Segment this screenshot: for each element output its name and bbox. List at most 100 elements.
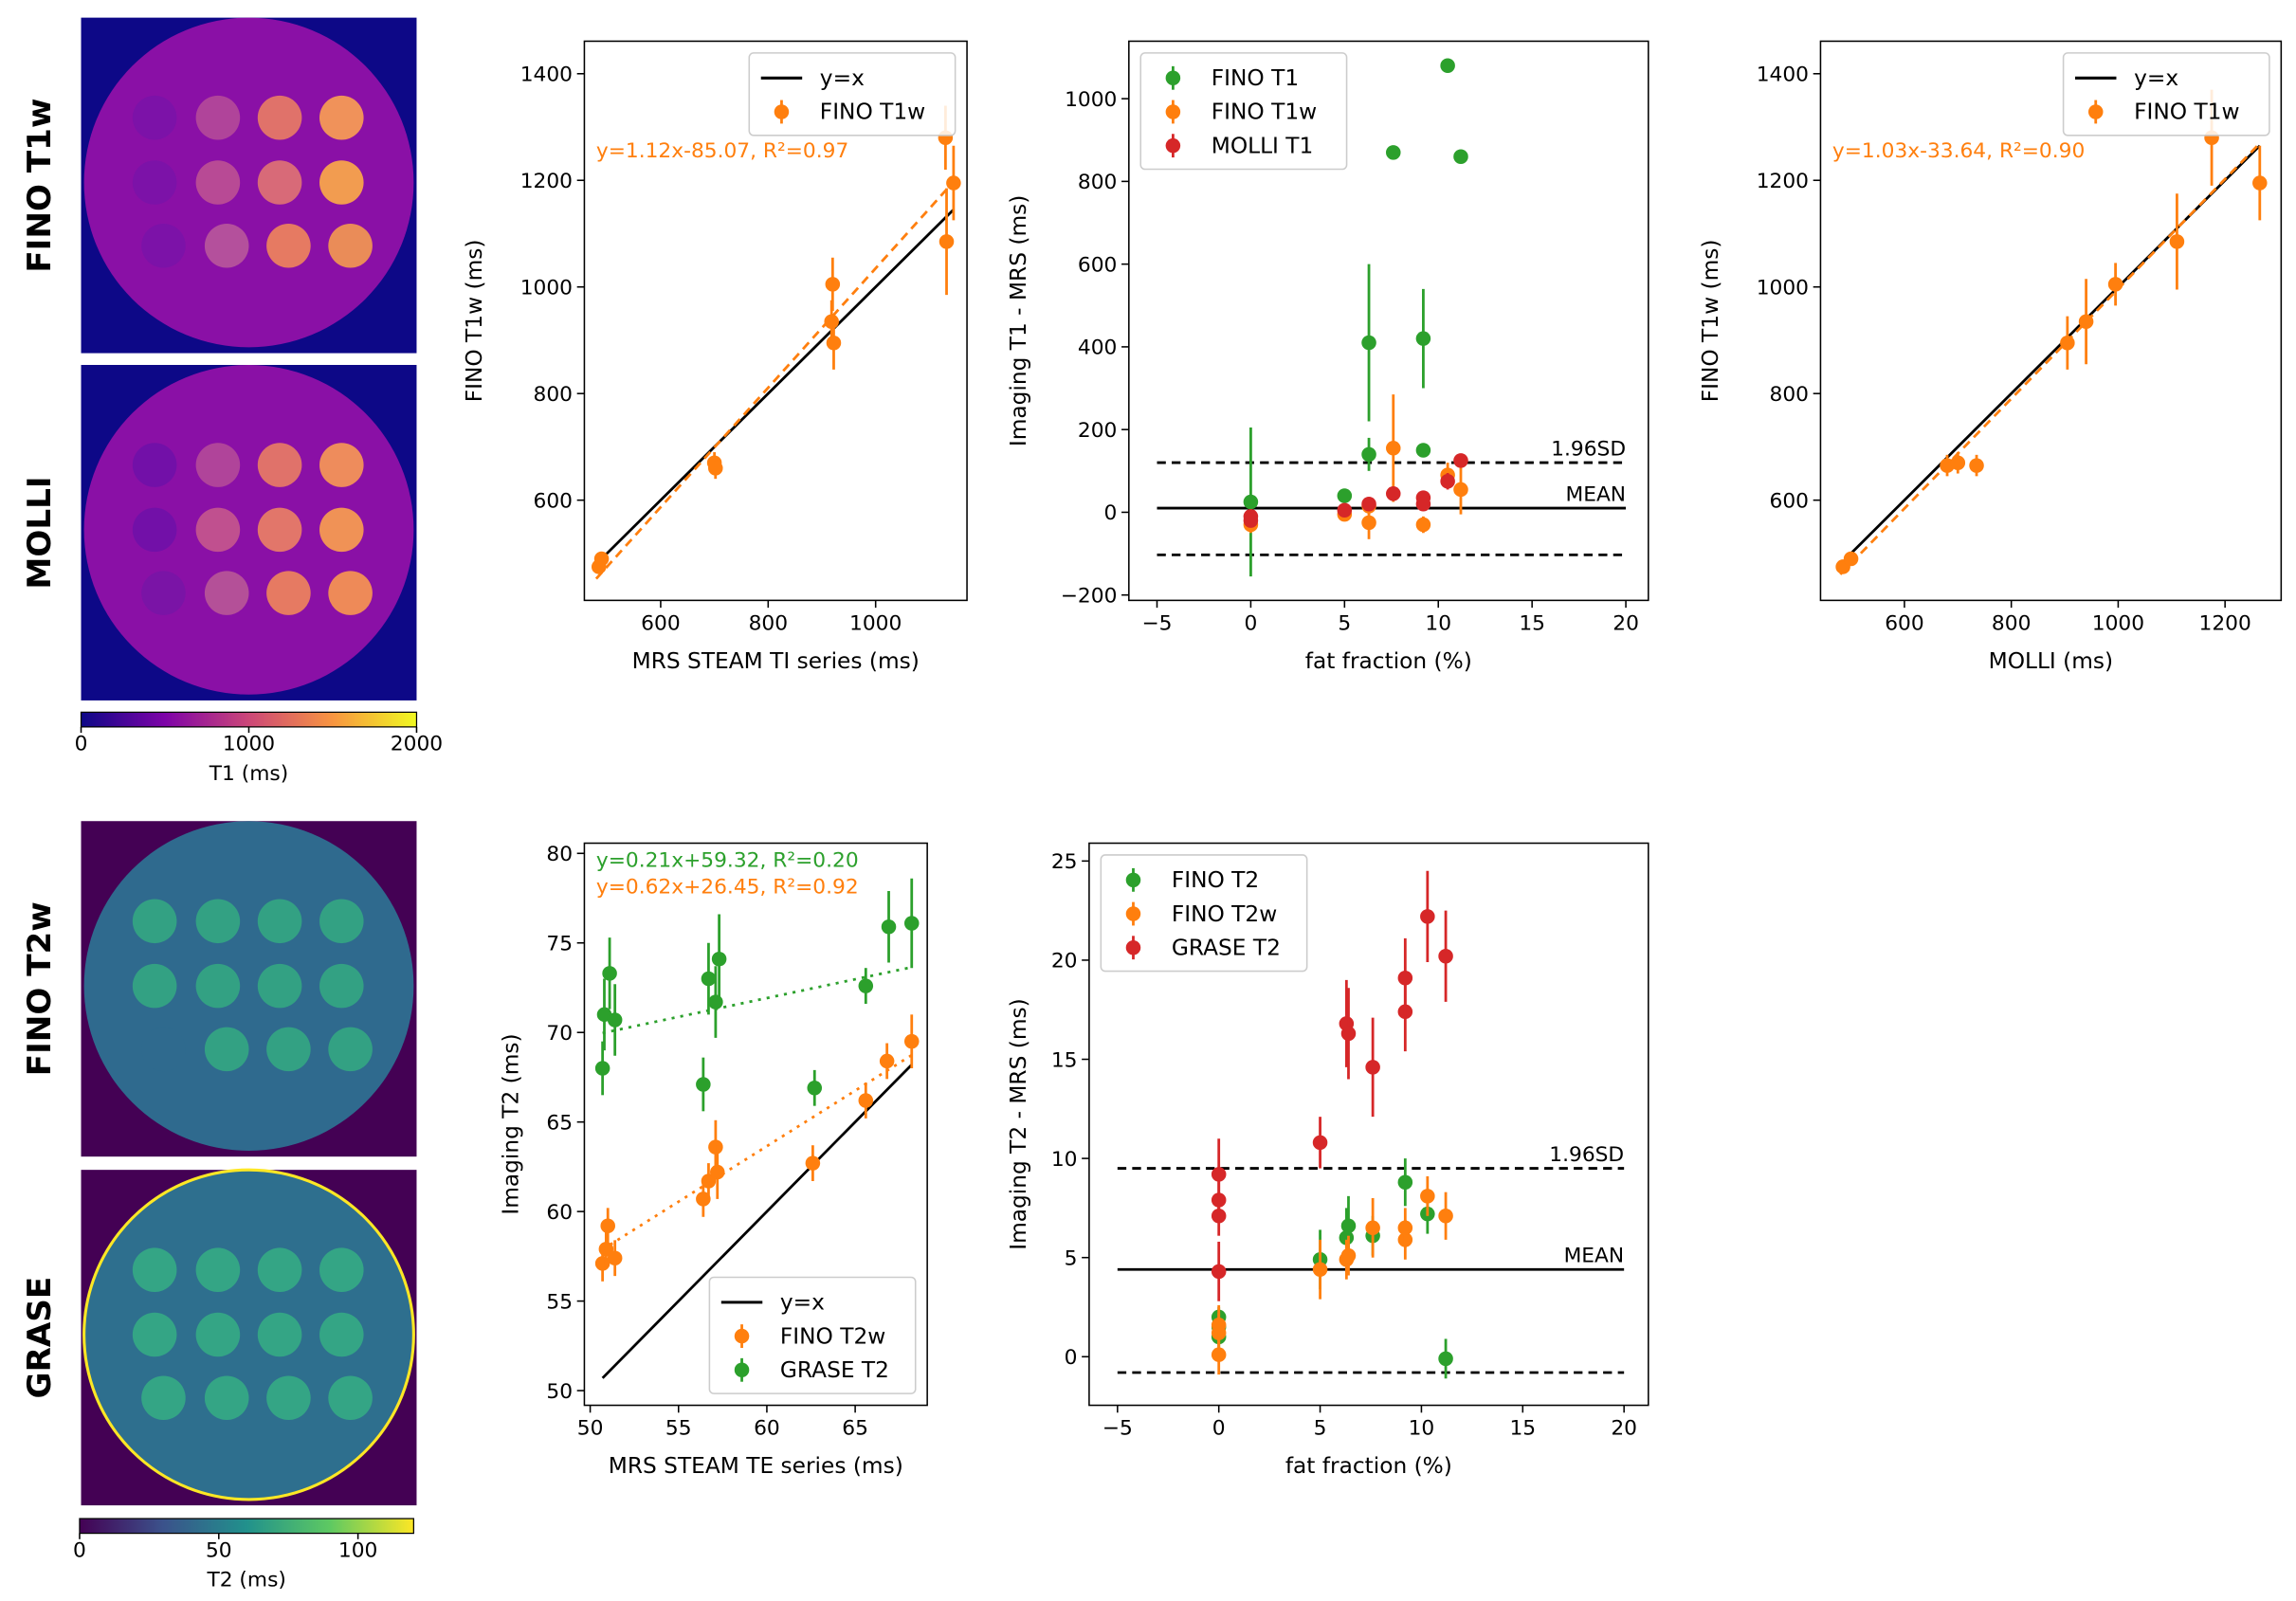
phantom-vial bbox=[204, 223, 249, 268]
data-point bbox=[1211, 1167, 1227, 1182]
data-point bbox=[1361, 496, 1376, 512]
y-tick-label: 800 bbox=[1770, 383, 1809, 407]
legend-marker bbox=[734, 1362, 750, 1378]
phantom-vial bbox=[195, 1247, 241, 1292]
x-tick-label: 1000 bbox=[849, 611, 902, 635]
x-tick-label: 5 bbox=[1314, 1417, 1327, 1441]
x-axis-label: T2 (ms) bbox=[206, 1568, 285, 1592]
phantom-vial bbox=[132, 95, 177, 140]
x-tick-label: 5 bbox=[1338, 611, 1351, 635]
x-tick-label: 1000 bbox=[2092, 611, 2144, 635]
annotation: y=1.12x-85.07, R²=0.97 bbox=[596, 139, 848, 163]
legend-marker bbox=[1165, 70, 1181, 86]
y-tick-label: 50 bbox=[546, 1380, 573, 1404]
legend-marker bbox=[1125, 939, 1141, 955]
x-tick-label: −5 bbox=[1102, 1417, 1133, 1441]
legend-label: y=x bbox=[780, 1290, 825, 1316]
plot-frame bbox=[583, 842, 928, 1407]
fit-line bbox=[1850, 144, 2261, 555]
x-tick-label: 0 bbox=[1244, 611, 1257, 635]
y-tick-label: 70 bbox=[546, 1022, 573, 1046]
plot-frame bbox=[1128, 40, 1649, 602]
data-point bbox=[1243, 513, 1259, 528]
annotation: y=0.62x+26.45, R²=0.92 bbox=[596, 875, 859, 899]
y-tick-label: 600 bbox=[1078, 253, 1117, 277]
data-point bbox=[1211, 1318, 1227, 1333]
x-tick-label: 60 bbox=[754, 1417, 780, 1441]
legend-label: FINO T1w bbox=[2134, 100, 2239, 125]
data-point bbox=[946, 175, 961, 191]
phantom-vial bbox=[266, 1375, 311, 1421]
data-point bbox=[1415, 517, 1431, 533]
data-point bbox=[1420, 909, 1435, 924]
reference-label: 1.96SD bbox=[1549, 1143, 1624, 1167]
data-point bbox=[1361, 446, 1376, 463]
colorbar bbox=[80, 711, 418, 728]
phantom-vial bbox=[204, 1027, 249, 1072]
legend-box bbox=[2062, 52, 2270, 136]
data-point bbox=[881, 919, 897, 935]
legend-marker bbox=[1125, 906, 1141, 921]
data-point bbox=[858, 978, 874, 993]
phantom-vial bbox=[141, 223, 186, 268]
data-point bbox=[2078, 314, 2094, 330]
annotation: y=0.21x+59.32, R²=0.20 bbox=[596, 848, 859, 872]
phantom-vial bbox=[328, 1375, 373, 1421]
phantom-vial bbox=[132, 443, 177, 487]
legend-label: FINO T2w bbox=[1172, 901, 1277, 927]
data-point bbox=[824, 314, 839, 330]
y-axis-label: FINO T1w (ms) bbox=[462, 240, 487, 403]
y-tick-label: 1400 bbox=[1757, 64, 1809, 87]
fit-line bbox=[594, 177, 957, 580]
data-point bbox=[1843, 551, 1859, 567]
y-axis-label: Imaging T1 - MRS (ms) bbox=[1006, 195, 1031, 446]
y-tick-label: 25 bbox=[1051, 850, 1078, 874]
x-tick-label: 0 bbox=[73, 1538, 86, 1562]
x-axis-label: fat fraction (%) bbox=[1285, 1453, 1452, 1479]
x-tick-label: 2000 bbox=[391, 733, 443, 756]
legend-marker bbox=[1125, 872, 1141, 888]
data-point bbox=[1453, 149, 1468, 164]
y-tick-label: −200 bbox=[1061, 584, 1118, 608]
data-point bbox=[1365, 1220, 1380, 1236]
data-point bbox=[2107, 277, 2123, 292]
y-tick-label: 200 bbox=[1078, 419, 1117, 443]
phantom-vial bbox=[195, 507, 241, 553]
phantom-vial bbox=[319, 899, 364, 944]
phantom-image bbox=[81, 364, 417, 700]
legend-marker bbox=[2087, 104, 2104, 119]
legend-label: MOLLI T1 bbox=[1212, 133, 1314, 158]
plot: 600 800 1000 600 800 1000 1200 1400 MRS STEAM TI… bbox=[462, 40, 968, 674]
legend-marker bbox=[1165, 104, 1181, 119]
data-point bbox=[807, 1081, 823, 1096]
phantom-vial bbox=[257, 899, 302, 944]
data-point bbox=[2169, 234, 2185, 249]
reference-label: 1.96SD bbox=[1551, 437, 1626, 461]
plot-frame bbox=[1088, 842, 1649, 1407]
x-axis-label: MOLLI (ms) bbox=[1989, 648, 2114, 674]
y-tick-label: 5 bbox=[1065, 1246, 1078, 1270]
phantom-vial bbox=[204, 571, 249, 615]
data-point bbox=[1385, 145, 1401, 160]
plot-frame bbox=[1819, 40, 2283, 602]
y-tick-label: 600 bbox=[534, 489, 573, 513]
phantom-vial bbox=[141, 571, 186, 615]
row-label: MOLLI bbox=[21, 476, 59, 589]
phantom-vial bbox=[266, 571, 311, 615]
phantom-vial bbox=[132, 1312, 177, 1357]
data-point bbox=[602, 966, 617, 981]
reference-label: MEAN bbox=[1565, 482, 1626, 506]
y-axis-label: FINO T1w (ms) bbox=[1698, 240, 1723, 403]
data-point bbox=[1969, 458, 1984, 473]
phantom-vial bbox=[132, 507, 177, 553]
data-point bbox=[1385, 441, 1401, 456]
y-tick-label: 400 bbox=[1078, 337, 1117, 360]
data-point bbox=[709, 1164, 725, 1180]
legend-label: FINO T1w bbox=[1212, 100, 1317, 125]
data-point bbox=[600, 1218, 615, 1233]
phantom-vial bbox=[195, 963, 241, 1009]
data-point bbox=[1243, 494, 1259, 510]
data-point bbox=[938, 234, 955, 249]
phantom-vial bbox=[328, 223, 373, 268]
